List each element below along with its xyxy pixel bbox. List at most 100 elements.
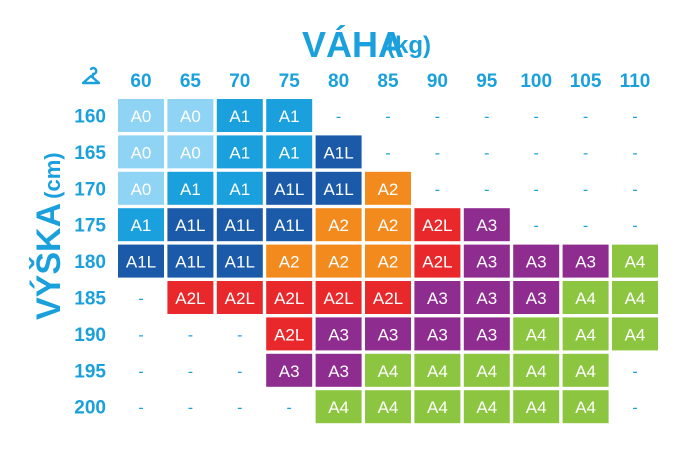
size-label: A4 xyxy=(328,398,349,417)
empty-cell: - xyxy=(237,327,242,344)
size-label: A1 xyxy=(180,180,201,199)
empty-cell: - xyxy=(583,145,588,162)
size-cell xyxy=(266,281,313,314)
height-header: 175 xyxy=(74,216,106,237)
size-cell xyxy=(266,208,313,242)
size-label: A0 xyxy=(131,143,152,162)
height-header: 190 xyxy=(74,325,106,346)
empty-cell: - xyxy=(583,181,588,198)
size-cell xyxy=(365,317,411,351)
size-label: A2L xyxy=(373,289,403,308)
weight-header: 60 xyxy=(130,71,151,92)
size-label: A3 xyxy=(328,362,349,381)
size-label: A1L xyxy=(225,216,255,235)
size-label: A0 xyxy=(180,107,201,126)
size-cell xyxy=(315,171,362,205)
empty-cell: - xyxy=(534,181,539,198)
size-cell xyxy=(216,99,263,132)
empty-cell: - xyxy=(287,400,292,417)
empty-cell: - xyxy=(336,109,341,126)
size-label: A0 xyxy=(131,107,152,126)
size-cell xyxy=(612,317,658,351)
size-cell xyxy=(513,244,560,278)
size-cell xyxy=(414,281,461,314)
empty-cell: - xyxy=(138,291,143,308)
size-label: A2L xyxy=(274,325,304,344)
size-label: A4 xyxy=(625,253,646,272)
empty-cell: - xyxy=(583,218,588,235)
size-cell xyxy=(414,244,461,278)
weight-header: 105 xyxy=(570,71,602,92)
size-cell xyxy=(216,281,263,314)
size-cell xyxy=(315,281,362,314)
size-cell xyxy=(463,317,510,351)
size-label: A2 xyxy=(328,216,349,235)
size-label: A3 xyxy=(328,325,349,344)
size-label: A0 xyxy=(180,143,201,162)
size-label: A1L xyxy=(175,216,205,235)
size-label: A3 xyxy=(476,289,497,308)
size-cell xyxy=(414,353,461,387)
weight-header: 65 xyxy=(180,71,202,92)
size-label: A4 xyxy=(625,289,646,308)
height-header: 165 xyxy=(74,143,106,164)
size-label: A1L xyxy=(126,253,156,272)
empty-cell: - xyxy=(632,363,637,380)
size-label: A4 xyxy=(575,289,596,308)
size-cell xyxy=(266,99,313,132)
size-label: A1 xyxy=(131,216,152,235)
height-header: 200 xyxy=(74,398,106,419)
size-cell xyxy=(612,244,658,278)
size-cell xyxy=(463,208,510,242)
empty-cell: - xyxy=(138,327,143,344)
weight-header: 70 xyxy=(229,71,250,92)
size-cell xyxy=(365,353,411,387)
weight-header: 80 xyxy=(328,71,349,92)
height-header: 170 xyxy=(74,179,106,200)
size-label: A3 xyxy=(427,325,448,344)
size-label: A4 xyxy=(378,362,399,381)
size-label: A2 xyxy=(279,253,300,272)
size-cell xyxy=(266,171,313,205)
size-cell xyxy=(167,99,214,132)
size-label: A4 xyxy=(476,398,497,417)
empty-cell: - xyxy=(632,109,637,126)
height-header: 160 xyxy=(74,107,106,128)
size-label: A4 xyxy=(476,362,497,381)
size-label: A1L xyxy=(274,216,304,235)
size-cell xyxy=(513,353,560,387)
size-label: A3 xyxy=(378,325,399,344)
chart-title: VÁHA xyxy=(302,24,405,65)
size-label: A2 xyxy=(378,180,399,199)
empty-cell: - xyxy=(534,218,539,235)
size-label: A4 xyxy=(427,362,448,381)
empty-cell: - xyxy=(484,109,489,126)
size-cell xyxy=(365,244,411,278)
size-label: A0 xyxy=(131,180,152,199)
size-label: A2L xyxy=(422,216,452,235)
size-label: A3 xyxy=(526,289,547,308)
size-label: A2 xyxy=(378,216,399,235)
empty-cell: - xyxy=(632,181,637,198)
empty-cell: - xyxy=(188,327,193,344)
size-cell xyxy=(365,171,411,205)
size-label: A3 xyxy=(575,253,596,272)
size-cell xyxy=(315,390,362,424)
size-cell xyxy=(216,135,263,169)
size-label: A2 xyxy=(378,253,399,272)
weight-header: 95 xyxy=(476,71,498,92)
empty-cell: - xyxy=(237,400,242,417)
size-label: A1 xyxy=(229,107,250,126)
empty-cell: - xyxy=(237,363,242,380)
size-cell xyxy=(562,281,609,314)
size-cell xyxy=(315,135,362,169)
size-label: A1L xyxy=(323,180,353,199)
empty-cell: - xyxy=(632,218,637,235)
size-cell xyxy=(167,208,214,242)
size-cell xyxy=(463,244,510,278)
size-cell xyxy=(216,208,263,242)
empty-cell: - xyxy=(435,145,440,162)
size-cell xyxy=(118,135,164,169)
size-cell xyxy=(167,281,214,314)
empty-cell: - xyxy=(435,181,440,198)
